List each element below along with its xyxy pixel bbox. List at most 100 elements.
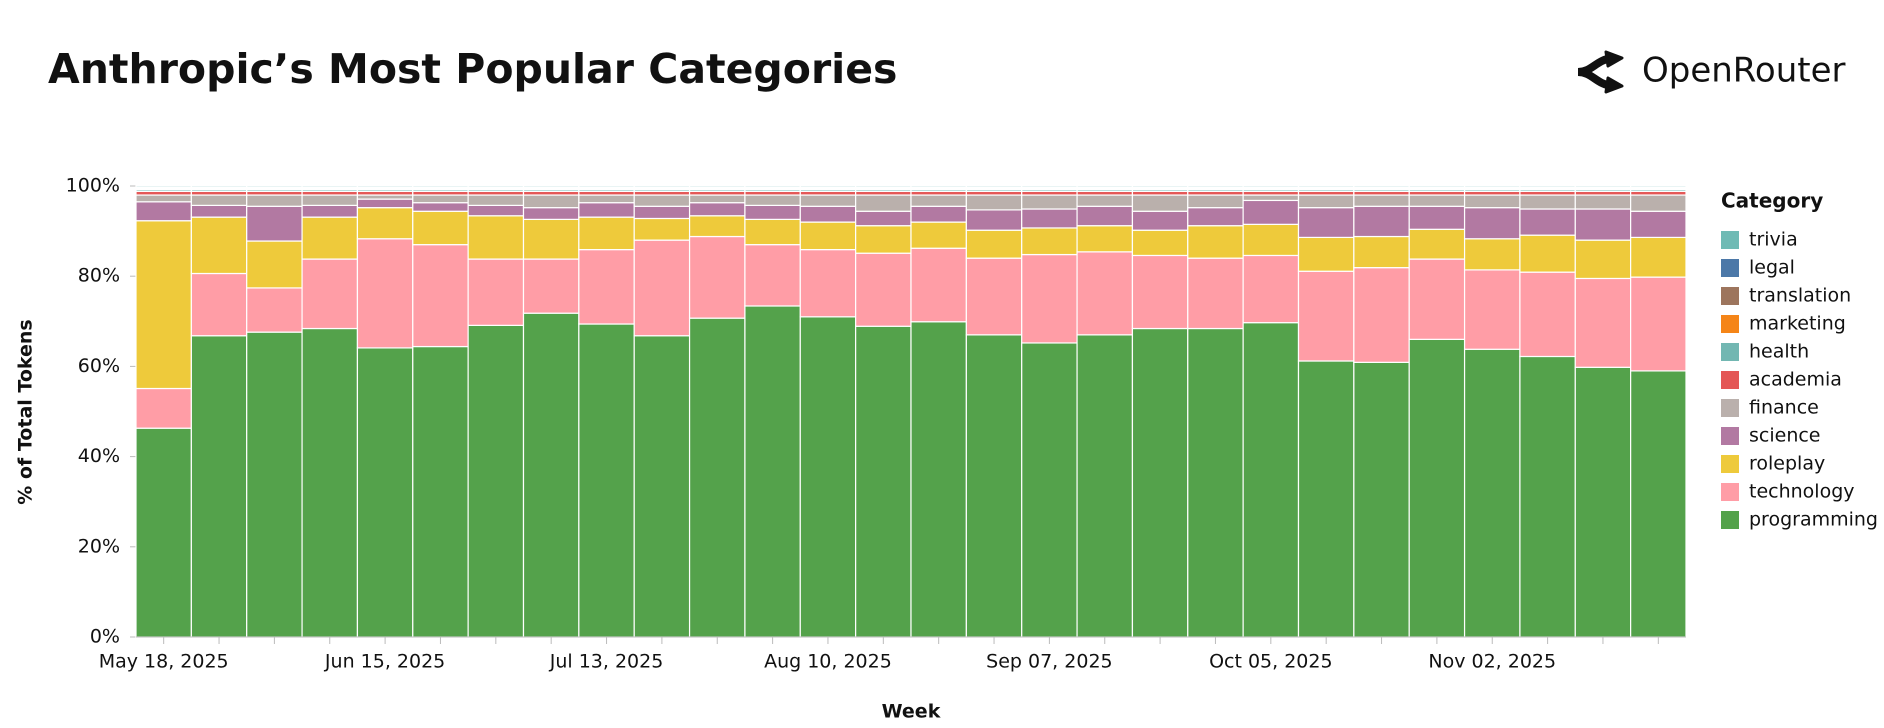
- bar-segment: [1187, 225, 1244, 259]
- brand-name: OpenRouter: [1642, 51, 1846, 91]
- bar-segment: [1519, 234, 1576, 273]
- bar-segment: [1131, 254, 1189, 330]
- bar-segment: [301, 204, 359, 218]
- bar-segment: [910, 247, 967, 323]
- bar-segment: [855, 194, 912, 212]
- bar-segment: [633, 194, 691, 207]
- bar-segment: [744, 305, 801, 638]
- bar-segment: [910, 185, 967, 188]
- bar-segment: [356, 347, 414, 638]
- bar-segment: [1187, 257, 1244, 330]
- bar-segment: [965, 209, 1023, 231]
- bar-segment: [1630, 185, 1687, 188]
- bar-segment: [246, 287, 303, 333]
- x-tick-label: Sep 07, 2025: [986, 651, 1112, 673]
- bar-segment: [190, 185, 248, 188]
- bar-segment: [799, 248, 857, 318]
- bar-segment: [1131, 185, 1189, 188]
- bar-segment: [412, 185, 469, 188]
- bar-segment: [1463, 194, 1521, 209]
- bar-segment: [1242, 223, 1300, 257]
- legend-label: marketing: [1749, 313, 1846, 335]
- bar-segment: [1408, 258, 1466, 340]
- bar-segment: [633, 217, 691, 241]
- bar-segment: [356, 198, 414, 209]
- bar-segment: [965, 194, 1023, 211]
- bar-segment: [1408, 194, 1466, 207]
- bar-segment: [1574, 239, 1632, 280]
- bar-segment: [633, 335, 691, 638]
- bar-segment: [1242, 194, 1300, 202]
- bar-segment: [1463, 207, 1521, 240]
- bar-segment: [1574, 185, 1632, 188]
- legend-swatch: [1721, 259, 1739, 277]
- bar-segment: [135, 387, 192, 429]
- bar-segment: [910, 221, 967, 249]
- bar-segment: [356, 194, 414, 200]
- bar-segment: [688, 215, 746, 238]
- bar-segment: [1630, 210, 1687, 239]
- bar-segment: [633, 239, 691, 337]
- bar-segment: [467, 194, 525, 206]
- legend-swatch: [1721, 427, 1739, 445]
- bar-segment: [1131, 327, 1189, 638]
- bar-segment: [1408, 185, 1466, 188]
- bar-segment: [1463, 269, 1521, 350]
- bar-segment: [190, 194, 248, 206]
- bar-segment: [190, 272, 248, 337]
- legend-label: health: [1749, 341, 1809, 363]
- bar-segment: [522, 185, 580, 188]
- bar-segment: [1297, 270, 1355, 362]
- bar-segment: [135, 220, 192, 390]
- legend-swatch: [1721, 231, 1739, 249]
- bar-segment: [688, 202, 746, 217]
- bar-segment: [301, 216, 359, 260]
- bar-segment: [467, 185, 525, 188]
- bar-segment: [1076, 251, 1134, 336]
- legend-label: finance: [1749, 397, 1819, 419]
- legend-title: Category: [1721, 189, 1823, 213]
- bar-segment: [578, 323, 635, 638]
- bar-segment: [246, 205, 303, 242]
- bar-segment: [1076, 194, 1134, 207]
- y-tick-label: 20%: [78, 535, 120, 557]
- bar-segment: [190, 216, 248, 275]
- bar-segment: [744, 185, 801, 188]
- bar-segment: [1630, 370, 1687, 638]
- legend-label: translation: [1749, 285, 1851, 307]
- bar-segment: [1021, 185, 1078, 188]
- bar-segment: [467, 204, 525, 217]
- bar-segment: [356, 238, 414, 349]
- bar-segment: [1076, 185, 1134, 188]
- chart-title: Anthropic’s Most Popular Categories: [48, 45, 897, 93]
- bar-segment: [1131, 229, 1189, 257]
- bar-segment: [1353, 267, 1410, 363]
- bar-segment: [1242, 322, 1300, 638]
- y-axis-title: % of Total Tokens: [15, 319, 37, 504]
- bar-segment: [1519, 208, 1576, 236]
- bar-segment: [578, 194, 635, 204]
- bar-segment: [522, 258, 580, 314]
- bar-segment: [578, 185, 635, 188]
- y-tick-label: 40%: [78, 445, 120, 467]
- bar-segment: [855, 185, 912, 188]
- y-tick-label: 0%: [90, 626, 120, 648]
- bar-segment: [1353, 205, 1410, 238]
- bar-segment: [301, 194, 359, 206]
- bar-segment: [1021, 342, 1078, 638]
- bar-segment: [1187, 194, 1244, 209]
- bar-segment: [1131, 194, 1189, 212]
- bar-segment: [246, 331, 303, 638]
- brand-logo: [1577, 50, 1624, 94]
- bar-segment: [1408, 228, 1466, 260]
- bar-segment: [1187, 327, 1244, 638]
- bar-segment: [135, 194, 192, 203]
- x-axis-title: Week: [882, 701, 941, 723]
- bar-segment: [190, 204, 248, 218]
- bar-segment: [799, 316, 857, 638]
- bar-segment: [1574, 366, 1632, 638]
- bar-segment: [688, 185, 746, 188]
- legend-label: legal: [1749, 257, 1795, 279]
- bar-segment: [1463, 185, 1521, 188]
- legend-label: science: [1749, 425, 1821, 447]
